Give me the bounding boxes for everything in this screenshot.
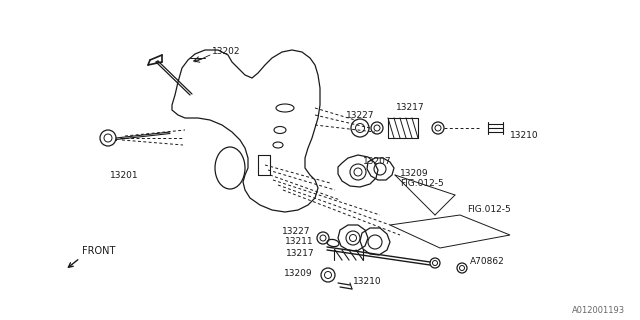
Text: 13209: 13209 (284, 268, 313, 277)
Text: 13211: 13211 (285, 237, 314, 246)
Text: 13210: 13210 (353, 277, 381, 286)
Text: 13201: 13201 (110, 171, 139, 180)
Text: 13227: 13227 (282, 228, 310, 236)
Text: 13209: 13209 (400, 169, 429, 178)
Text: FRONT: FRONT (82, 246, 115, 256)
Text: 13227: 13227 (346, 110, 374, 119)
Text: 13210: 13210 (510, 131, 539, 140)
Text: 13217: 13217 (286, 249, 315, 258)
Text: 13202: 13202 (212, 47, 241, 57)
Text: A70862: A70862 (470, 258, 505, 267)
Text: FIG.012-5: FIG.012-5 (400, 179, 444, 188)
Text: 13207: 13207 (363, 157, 392, 166)
Text: 13217: 13217 (396, 102, 424, 111)
Text: FIG.012-5: FIG.012-5 (467, 205, 511, 214)
Text: A012001193: A012001193 (572, 306, 625, 315)
